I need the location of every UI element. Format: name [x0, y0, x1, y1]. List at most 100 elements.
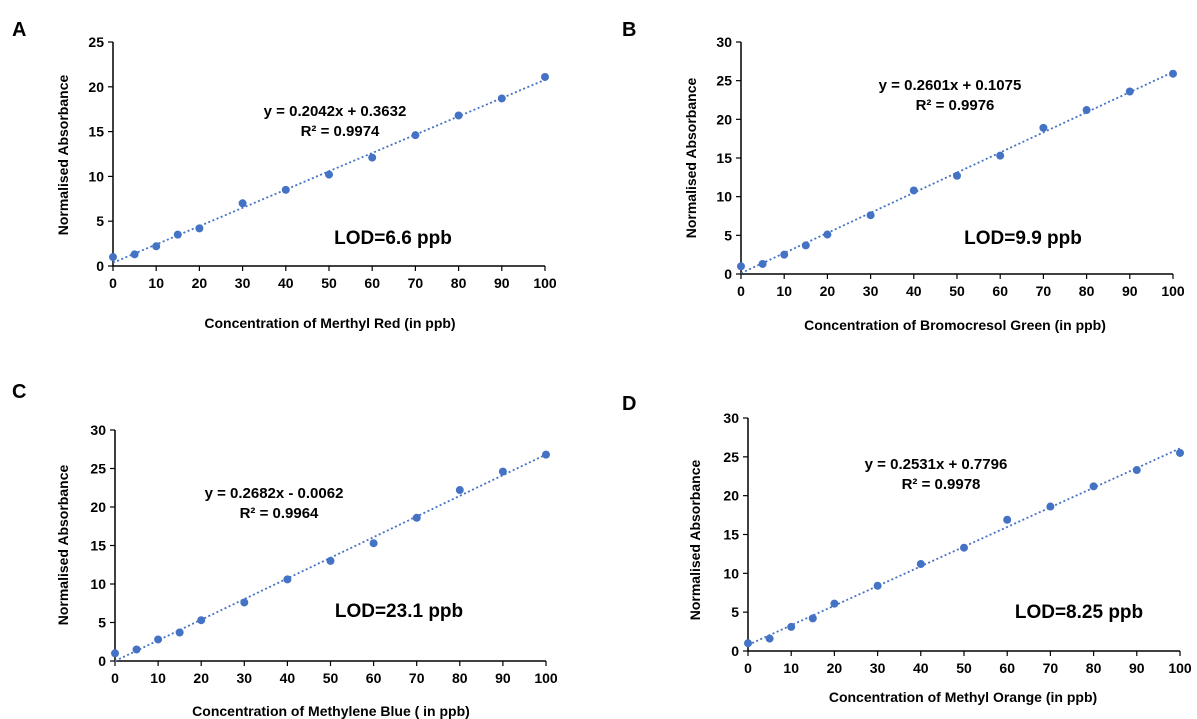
lod-label: LOD=8.25 ppb	[1015, 602, 1143, 623]
lod-label: LOD=23.1 ppb	[335, 601, 463, 622]
y-tick-label: 15	[88, 124, 104, 140]
data-points	[737, 69, 1177, 271]
data-point	[780, 250, 789, 259]
chart-c-svg: C 0 5 10 15 20 25 30 0 10 20 30 40 50 60 70 80 90 100 y =…	[12, 381, 558, 719]
x-axis-label: Concentration of Bromocresol Green (in p…	[804, 317, 1106, 333]
x-tick-label: 50	[323, 670, 339, 686]
data-point	[195, 224, 204, 233]
chart-panel-c: C 0 5 10 15 20 25 30 0 10 20 30 40 50 60 70 80 90 100 y =…	[0, 360, 590, 719]
data-point	[1132, 466, 1141, 475]
data-point	[909, 186, 918, 195]
x-tick-label: 70	[408, 275, 424, 291]
x-tick-label: 10	[783, 660, 799, 676]
x-tick-label: 60	[999, 660, 1015, 676]
y-tick-label: 5	[731, 604, 739, 620]
x-tick-label: 20	[820, 283, 836, 299]
data-point	[1125, 87, 1134, 96]
data-point	[283, 575, 292, 584]
chart-d-svg: D 0 5 10 15 20 25 30 0 10 20 30 40 50 60 70 80 90 100 y =…	[622, 393, 1192, 705]
data-point	[541, 72, 549, 81]
x-tick-label: 80	[452, 670, 468, 686]
y-tick-label: 30	[90, 422, 106, 438]
y-tick-label: 25	[723, 449, 739, 465]
x-tick-label: 100	[534, 670, 558, 686]
x-tick-label: 50	[956, 660, 972, 676]
x-tick-label: 90	[495, 670, 511, 686]
x-tick-label: 90	[494, 275, 510, 291]
regression-equation: y = 0.2601x + 0.1075	[879, 77, 1022, 94]
x-tick-label: 60	[992, 283, 1008, 299]
data-point	[737, 262, 745, 271]
y-tick-label: 25	[90, 461, 106, 477]
data-point	[916, 560, 925, 569]
y-tick-label: 30	[716, 34, 732, 50]
chart-a-svg: A 0 5 10 15 20 25 0 10 20 30 40 50 60 70 80 90 100 y = 0…	[12, 19, 557, 331]
regression-equation: y = 0.2531x + 0.7796	[865, 456, 1008, 473]
x-tick-label: 40	[906, 283, 922, 299]
x-tick-label: 0	[111, 670, 119, 686]
data-point	[497, 94, 506, 103]
x-tick-label: 100	[1168, 660, 1192, 676]
data-points	[744, 448, 1184, 648]
x-tick-label: 0	[744, 660, 752, 676]
data-point	[1046, 502, 1055, 511]
data-points	[111, 450, 550, 658]
chart-panel-d: D 0 5 10 15 20 25 30 0 10 20 30 40 50 60 70 80 90 100 y =…	[610, 360, 1197, 719]
x-tick-label: 40	[278, 275, 294, 291]
y-tick-label: 5	[98, 615, 106, 631]
data-point	[498, 467, 507, 476]
data-point	[175, 628, 184, 637]
data-point	[368, 153, 377, 162]
y-tick-label: 15	[90, 538, 106, 554]
x-axis-label: Concentration of Methyl Orange (in ppb)	[829, 689, 1097, 705]
y-tick-label: 15	[723, 527, 739, 543]
y-tick-label: 25	[716, 73, 732, 89]
data-point	[1089, 482, 1098, 491]
chart-b-svg: B 0 5 10 15 20 25 30 0 10 20 30 40 50 60 70 80 90 100 y =…	[622, 19, 1185, 333]
data-point	[130, 250, 139, 259]
y-tick-label: 20	[90, 499, 106, 515]
data-point	[152, 242, 161, 251]
data-point	[454, 111, 463, 120]
y-tick-label: 20	[723, 488, 739, 504]
data-point	[830, 599, 839, 608]
y-axis-label: Normalised Absorbance	[683, 78, 699, 239]
x-tick-label: 10	[150, 670, 166, 686]
x-tick-label: 30	[863, 283, 879, 299]
data-point	[801, 241, 810, 250]
data-point	[996, 151, 1005, 160]
x-tick-label: 60	[366, 670, 382, 686]
data-point	[1176, 448, 1184, 457]
x-tick-label: 20	[827, 660, 843, 676]
y-tick-label: 5	[96, 213, 104, 229]
x-tick-label: 40	[280, 670, 296, 686]
x-tick-label: 80	[1079, 283, 1095, 299]
lod-label: LOD=6.6 ppb	[334, 228, 452, 249]
data-point	[758, 259, 767, 268]
x-tick-label: 100	[1161, 283, 1185, 299]
y-tick-label: 10	[723, 565, 739, 581]
y-axis-label: Normalised Absorbance	[55, 75, 71, 236]
x-tick-label: 60	[364, 275, 380, 291]
y-tick-label: 0	[731, 643, 739, 659]
data-point	[197, 616, 206, 625]
x-tick-label: 80	[1086, 660, 1102, 676]
trendline-path	[740, 71, 1174, 274]
y-tick-label: 30	[723, 410, 739, 426]
data-point	[455, 486, 464, 495]
data-points	[109, 72, 549, 262]
data-point	[765, 634, 774, 643]
axes: 0 5 10 15 20 25 30 0 10 20 30 40 50 60 70 80 90 100	[90, 422, 557, 686]
y-tick-label: 0	[98, 653, 106, 669]
regression-equation: y = 0.2682x - 0.0062	[205, 485, 344, 502]
x-tick-label: 80	[451, 275, 467, 291]
y-tick-label: 10	[88, 168, 104, 184]
x-tick-label: 70	[409, 670, 425, 686]
x-tick-label: 20	[192, 275, 208, 291]
x-tick-label: 10	[148, 275, 164, 291]
y-tick-label: 25	[88, 34, 104, 50]
data-point	[542, 450, 550, 459]
data-point	[154, 635, 163, 644]
x-axis-label: Concentration of Methylene Blue ( in ppb…	[192, 703, 470, 719]
chart-panel-b: B 0 5 10 15 20 25 30 0 10 20 30 40 50 60 70 80 90 100 y =…	[610, 0, 1197, 345]
